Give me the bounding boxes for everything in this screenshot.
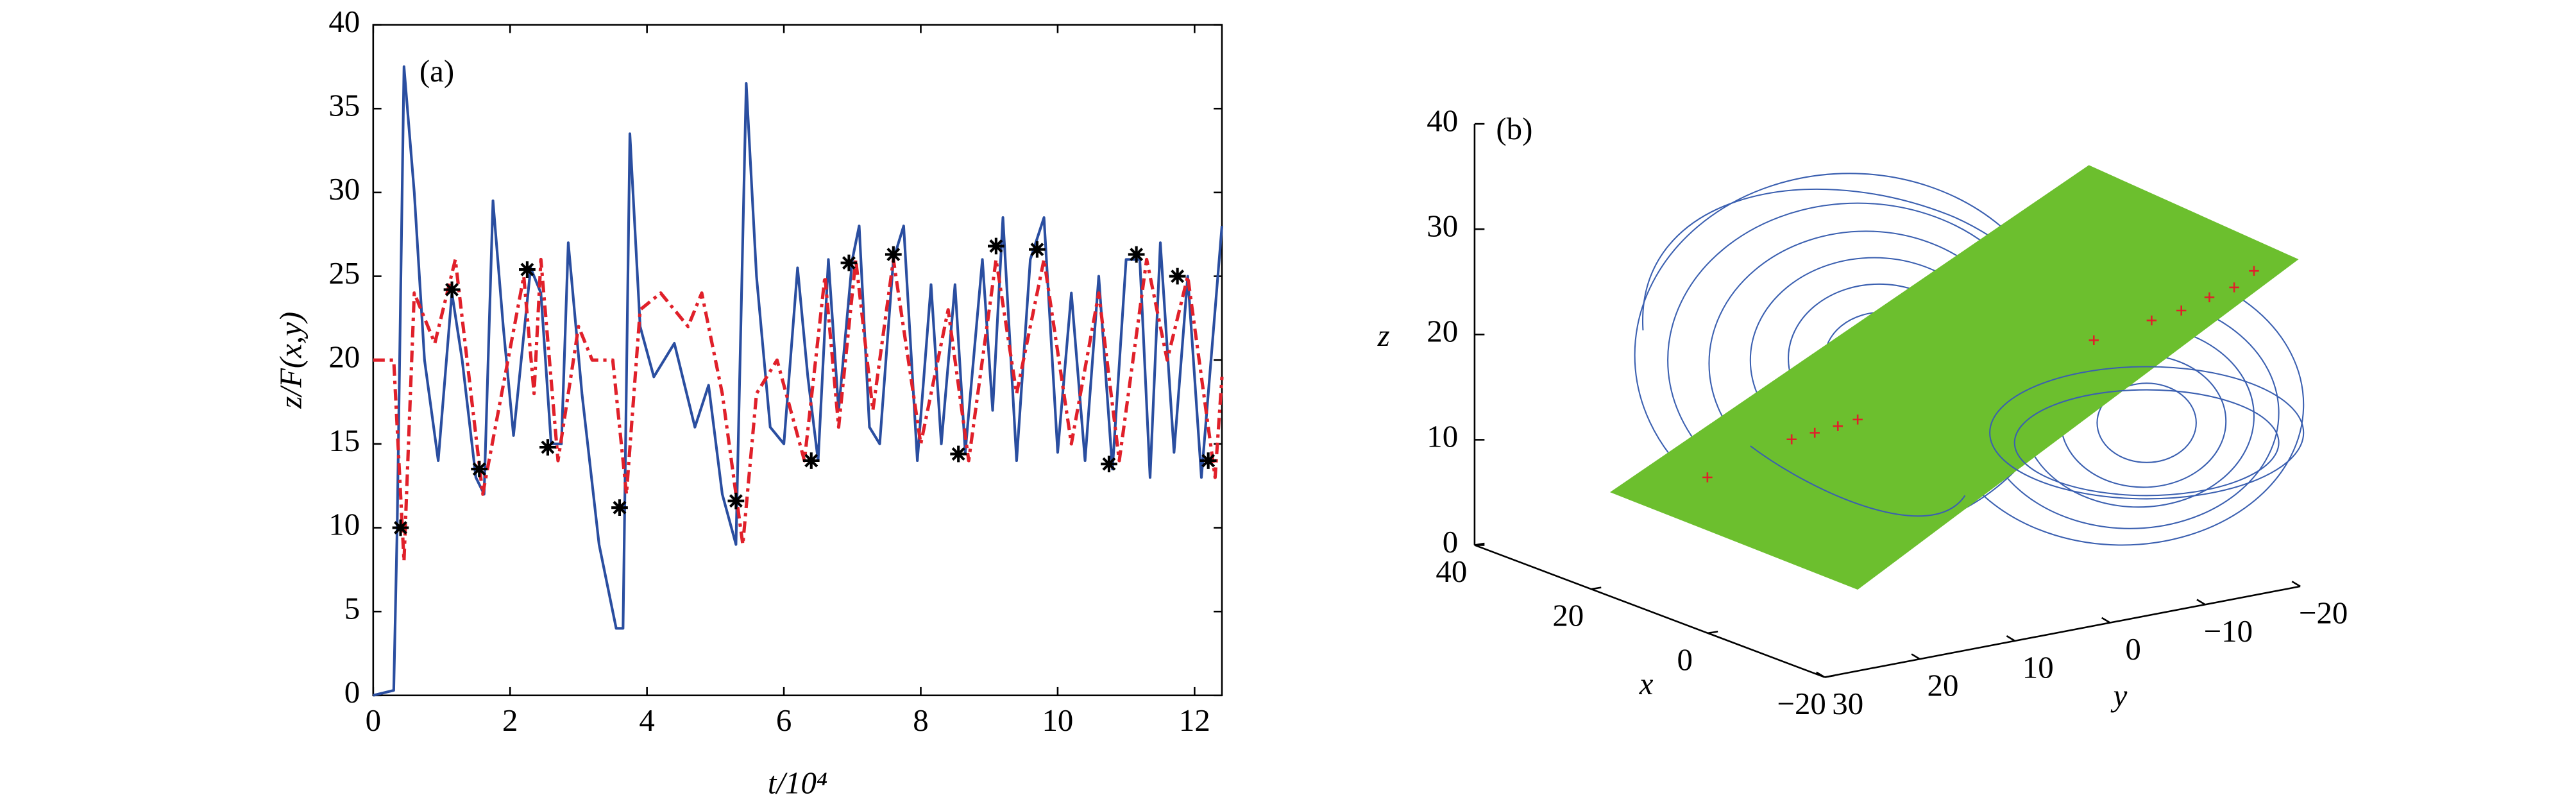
y-tick-label: −10 (2204, 613, 2253, 649)
orbit (1989, 366, 2305, 500)
surface (1609, 165, 2299, 590)
y-tick-label: 40 (328, 4, 360, 39)
y-tick-label: 20 (1928, 668, 1959, 703)
marker (611, 499, 628, 516)
marker (519, 261, 536, 278)
marker (1702, 266, 2259, 482)
y-axis-label: z/F(x,y) (273, 312, 308, 409)
y-tick-label: 5 (344, 590, 360, 626)
y-tick-label: 0 (2125, 631, 2140, 667)
x-tick-label: 0 (1677, 642, 1692, 677)
y-tick-label: 30 (328, 171, 360, 207)
surface-hits (1702, 266, 2259, 482)
annotation: (b) (1496, 111, 1532, 146)
marker (1101, 456, 1117, 473)
y-tick-label: 20 (328, 339, 360, 374)
x-tick-label: 8 (913, 703, 928, 738)
orbit (2013, 389, 2280, 497)
orbit (2096, 382, 2197, 463)
marker (392, 519, 409, 536)
x-tick-label: −20 (1777, 686, 1826, 721)
y-axis (1824, 585, 2301, 678)
marker (885, 246, 902, 263)
y-tick (2196, 599, 2206, 606)
x-tick-label: 4 (639, 703, 654, 738)
z-axis-label: z (1377, 318, 1390, 353)
y-axis-label: y (2110, 678, 2128, 713)
trajectory-front (1750, 366, 2305, 517)
x-tick (1591, 586, 1602, 590)
x-tick-label: 0 (366, 703, 381, 738)
y-tick (2291, 581, 2301, 587)
y-tick (1816, 671, 1826, 678)
z-tick-label: 0 (1443, 524, 1458, 559)
y-tick-label: 10 (328, 507, 360, 542)
y-tick (1911, 653, 1920, 660)
z-tick-label: 40 (1427, 103, 1458, 138)
marker (471, 461, 488, 477)
x-tick (1707, 630, 1718, 635)
z-tick-label: 10 (1427, 419, 1458, 454)
annotation: (a) (419, 53, 454, 89)
x-tick-label: 20 (1552, 598, 1584, 633)
y-tick-label: 35 (328, 87, 360, 123)
marker (1029, 241, 1046, 258)
y-tick-label: 10 (2022, 649, 2054, 685)
orbit (1750, 445, 1966, 517)
series-line (373, 65, 1224, 697)
z-tick-label: 20 (1427, 314, 1458, 349)
marker (539, 439, 556, 456)
series-line (373, 257, 1224, 563)
x-tick-label: 6 (776, 703, 792, 738)
x-tick-label: 12 (1179, 703, 1210, 738)
y-tick (2101, 617, 2111, 624)
y-tick-label: 15 (328, 423, 360, 458)
y-tick-label: 0 (344, 674, 360, 710)
x-tick-label: 40 (1436, 554, 1467, 589)
y-tick-label: 30 (1832, 686, 1863, 721)
plot-frame (372, 24, 1223, 697)
x-axis (1474, 544, 1826, 678)
marker (988, 237, 1004, 255)
marker (443, 281, 461, 298)
y-tick (2006, 635, 2015, 642)
marker (1128, 246, 1145, 263)
x-axis-label: x (1639, 666, 1654, 701)
y-tick-label: 25 (328, 255, 360, 291)
z-tick-label: 30 (1427, 208, 1458, 243)
x-tick (1474, 542, 1485, 546)
x-tick-label: 2 (502, 703, 518, 738)
marker (1169, 268, 1186, 285)
marker (950, 445, 967, 463)
marker (1199, 452, 1217, 469)
x-tick (1824, 674, 1835, 678)
marker (840, 254, 858, 271)
marker (727, 492, 745, 509)
y-tick-label: −20 (2299, 595, 2348, 630)
marker (802, 452, 820, 469)
x-tick-label: 10 (1042, 703, 1073, 738)
x-axis-label: t/10⁴ (768, 765, 827, 801)
